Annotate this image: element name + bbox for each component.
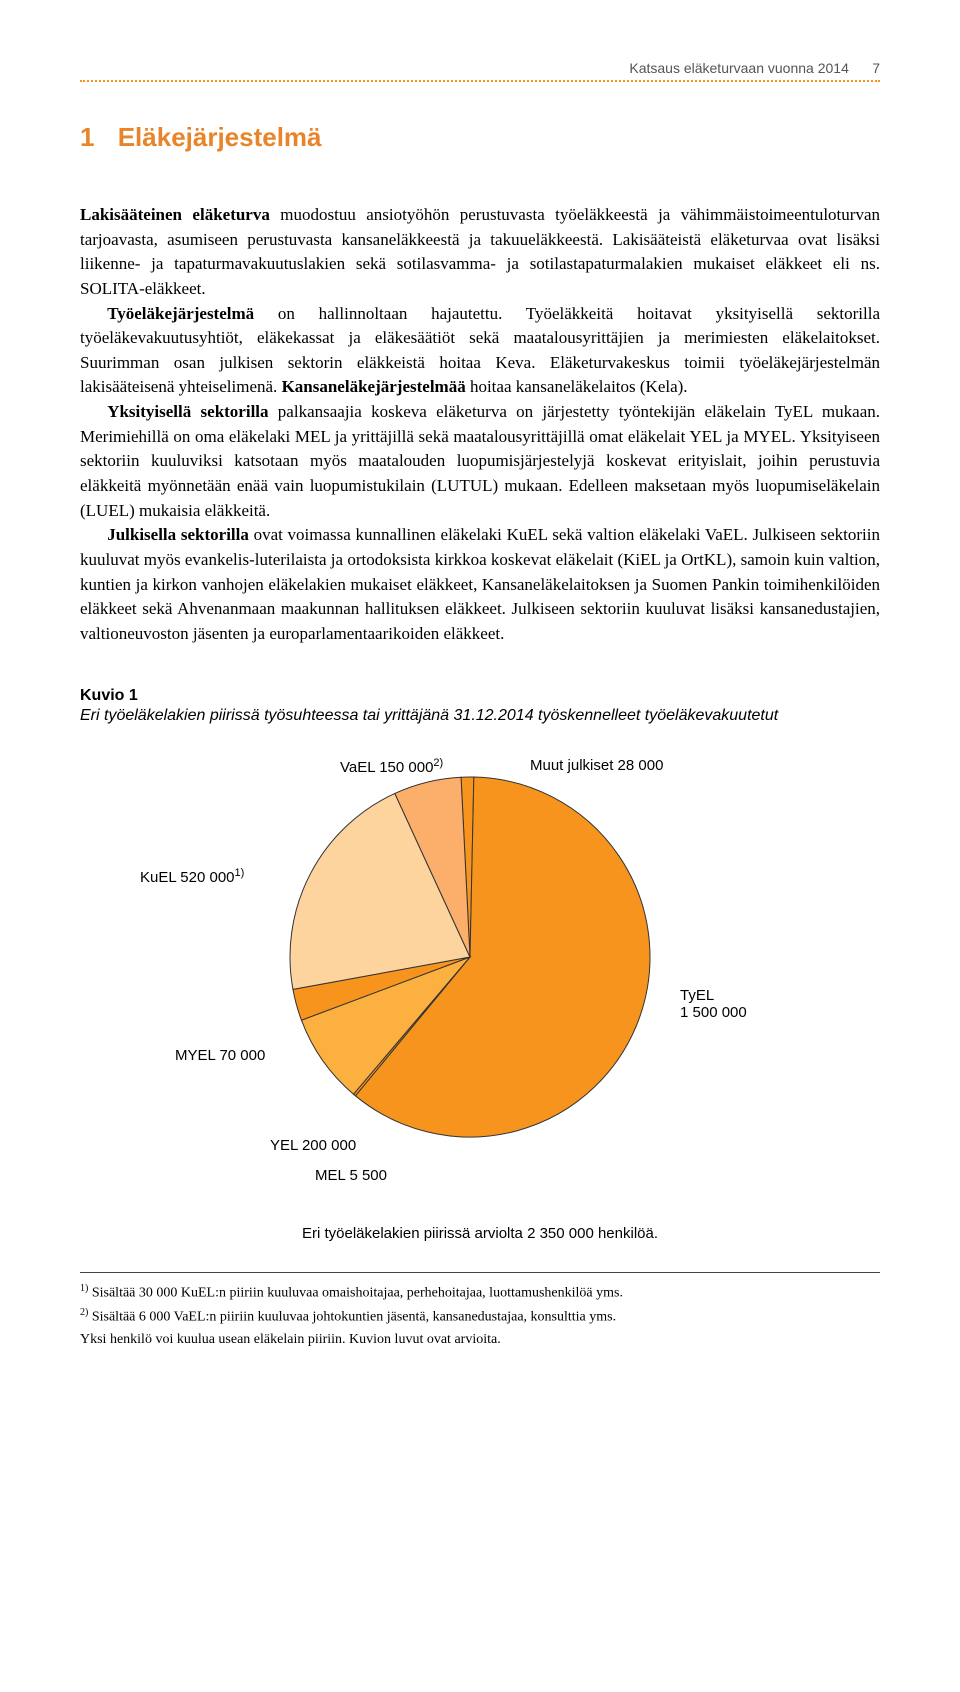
figure-block: Kuvio 1 Eri työeläkelakien piirissä työs… (80, 687, 880, 1242)
chapter-title: Eläkejärjestelmä (118, 122, 322, 152)
footnote-1: 1) Sisältää 30 000 KuEL:n piiriin kuuluv… (80, 1281, 880, 1305)
pie-label-vael: VaEL 150 0002) (340, 757, 443, 776)
para-4: Julkisella sektorilla ovat voimassa kunn… (80, 523, 880, 646)
pie-chart: Muut julkiset 28 000 TyEL1 500 000 MEL 5 5… (80, 737, 880, 1217)
footnote-2: 2) Sisältää 6 000 VaEL:n piiriin kuuluva… (80, 1305, 880, 1329)
para-2: Työeläkejärjestelmä on hallinnoltaan haj… (80, 302, 880, 401)
para-1: Lakisääteinen eläketurva muodostuu ansio… (80, 203, 880, 302)
pie-svg (280, 767, 660, 1147)
pie-label-tyel: TyEL1 500 000 (680, 987, 747, 1021)
running-header: Katsaus eläketurvaan vuonna 2014 7 (80, 60, 880, 82)
pie-label-mel: MEL 5 500 (315, 1167, 387, 1184)
figure-label: Kuvio 1 (80, 687, 880, 705)
figure-caption: Eri työeläkelakien piirissä arviolta 2 3… (80, 1225, 880, 1242)
pie-label-myel: MYEL 70 000 (175, 1047, 265, 1064)
chapter-number: 1 (80, 122, 94, 152)
page-number: 7 (872, 60, 880, 76)
pie-label-kuel: KuEL 520 0001) (140, 867, 244, 886)
figure-subtitle: Eri työeläkelakien piirissä työsuhteessa… (80, 705, 880, 727)
para-3: Yksityisellä sektorilla palkansaajia kos… (80, 400, 880, 523)
footnote-3: Yksi henkilö voi kuulua usean eläkelain … (80, 1329, 880, 1351)
footnotes: 1) Sisältää 30 000 KuEL:n piiriin kuuluv… (80, 1272, 880, 1351)
running-title: Katsaus eläketurvaan vuonna 2014 (629, 60, 849, 76)
chapter-heading: 1 Eläkejärjestelmä (80, 122, 880, 153)
pie-label-yel: YEL 200 000 (270, 1137, 356, 1154)
body-text: Lakisääteinen eläketurva muodostuu ansio… (80, 203, 880, 647)
pie-label-muut-julkiset: Muut julkiset 28 000 (530, 757, 663, 774)
